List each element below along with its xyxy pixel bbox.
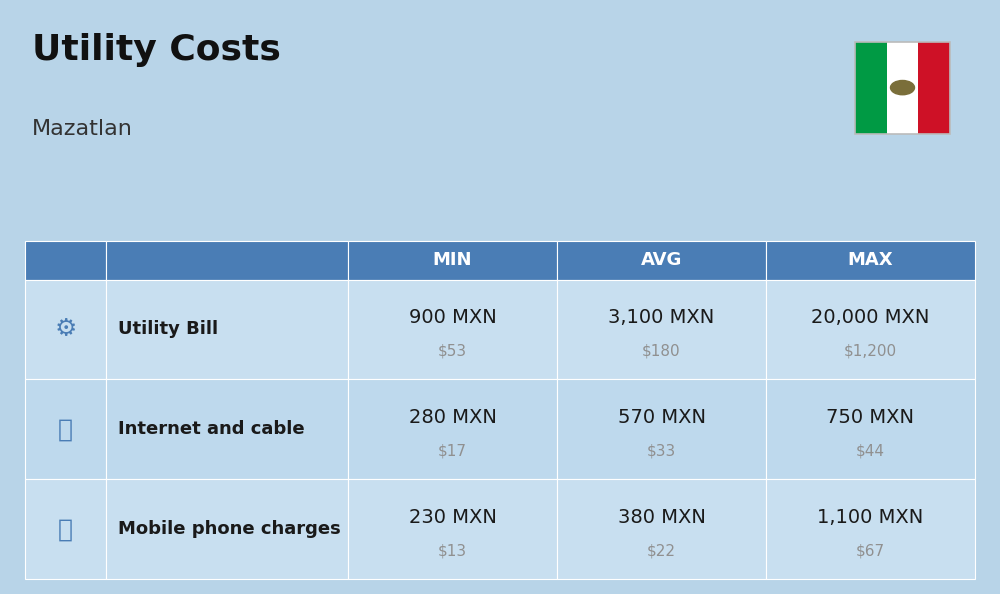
FancyBboxPatch shape xyxy=(25,479,106,579)
Text: $1,200: $1,200 xyxy=(844,344,897,359)
Text: $13: $13 xyxy=(438,544,467,559)
Text: $22: $22 xyxy=(647,544,676,559)
FancyBboxPatch shape xyxy=(766,479,975,579)
FancyBboxPatch shape xyxy=(106,241,348,280)
Text: Mazatlan: Mazatlan xyxy=(32,119,133,139)
FancyBboxPatch shape xyxy=(887,42,918,134)
Text: 3,100 MXN: 3,100 MXN xyxy=(608,308,715,327)
Text: ⚙: ⚙ xyxy=(54,317,77,342)
FancyBboxPatch shape xyxy=(106,479,348,579)
FancyBboxPatch shape xyxy=(25,241,106,280)
Text: AVG: AVG xyxy=(641,251,682,269)
Circle shape xyxy=(891,80,914,94)
Text: 230 MXN: 230 MXN xyxy=(409,508,496,527)
FancyBboxPatch shape xyxy=(557,380,766,479)
Text: Mobile phone charges: Mobile phone charges xyxy=(118,520,340,538)
FancyBboxPatch shape xyxy=(106,380,348,479)
Text: 380 MXN: 380 MXN xyxy=(618,508,705,527)
Text: MAX: MAX xyxy=(848,251,893,269)
Text: 20,000 MXN: 20,000 MXN xyxy=(811,308,930,327)
FancyBboxPatch shape xyxy=(918,42,950,134)
Text: $33: $33 xyxy=(647,444,676,459)
Text: $44: $44 xyxy=(856,444,885,459)
FancyBboxPatch shape xyxy=(557,241,766,280)
Text: 📱: 📱 xyxy=(58,517,73,541)
Text: 570 MXN: 570 MXN xyxy=(618,408,706,427)
FancyBboxPatch shape xyxy=(348,280,557,380)
Text: $17: $17 xyxy=(438,444,467,459)
FancyBboxPatch shape xyxy=(348,241,557,280)
Text: 1,100 MXN: 1,100 MXN xyxy=(817,508,924,527)
FancyBboxPatch shape xyxy=(106,280,348,380)
Text: Utility Costs: Utility Costs xyxy=(32,33,281,67)
FancyBboxPatch shape xyxy=(25,280,106,380)
Text: $180: $180 xyxy=(642,344,681,359)
Text: $67: $67 xyxy=(856,544,885,559)
FancyBboxPatch shape xyxy=(25,380,106,479)
Text: 750 MXN: 750 MXN xyxy=(826,408,914,427)
Text: 280 MXN: 280 MXN xyxy=(409,408,496,427)
FancyBboxPatch shape xyxy=(557,280,766,380)
Text: Internet and cable: Internet and cable xyxy=(118,421,304,438)
FancyBboxPatch shape xyxy=(766,380,975,479)
FancyBboxPatch shape xyxy=(348,380,557,479)
Text: 📡: 📡 xyxy=(58,418,73,441)
FancyBboxPatch shape xyxy=(766,280,975,380)
Text: Utility Bill: Utility Bill xyxy=(118,320,218,339)
Text: 900 MXN: 900 MXN xyxy=(409,308,496,327)
FancyBboxPatch shape xyxy=(557,479,766,579)
Text: $53: $53 xyxy=(438,344,467,359)
FancyBboxPatch shape xyxy=(766,241,975,280)
FancyBboxPatch shape xyxy=(348,479,557,579)
Text: MIN: MIN xyxy=(433,251,472,269)
FancyBboxPatch shape xyxy=(855,42,887,134)
